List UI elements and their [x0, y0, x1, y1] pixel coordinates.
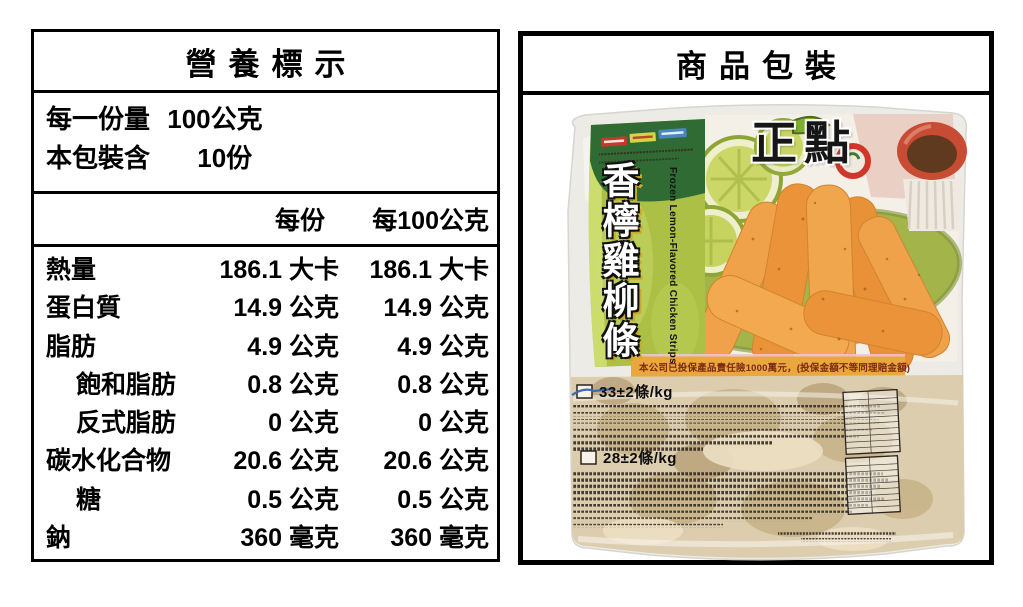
spec-option-1: 33±2條/kg: [599, 384, 673, 401]
package-illustration: [567, 103, 968, 561]
col-per-100g: 每100公克: [372, 207, 489, 235]
ingredient-micro-text: [573, 405, 896, 542]
serving-size-line: 每一份量 100公克: [46, 100, 497, 139]
table-row: 飽和脂肪 0.8 公克 0.8 公克: [76, 370, 489, 399]
columns-header: 每份 每100公克: [34, 194, 497, 247]
spec-checkbox-2: [580, 450, 597, 465]
serving-info: 每一份量 100公克 本包裝含 10份: [34, 93, 497, 194]
table-row: 反式脂肪 0 公克 0 公克: [76, 409, 489, 438]
nutrition-table: 熱量 186.1 大卡 186.1 大卡 蛋白質 14.9 公克 14.9 公克…: [34, 247, 497, 559]
pen-mark-icon: [571, 387, 614, 396]
product-package-photo: 正點 香檸雞柳條 Frozen Lemon-Flavored Chicken S…: [553, 99, 987, 569]
servings-line: 本包裝含 10份: [46, 139, 497, 178]
bag-nutrition-boxes: [842, 388, 901, 516]
table-row: 熱量 186.1 大卡 186.1 大卡: [46, 256, 489, 285]
product-packaging-panel: 商品包裝: [518, 31, 994, 565]
servings-label: 本包裝含: [46, 143, 151, 173]
flavor-ribbons: [600, 128, 687, 147]
brand-lime-wedge-icon: [792, 115, 831, 135]
brand-logo: 正點: [751, 117, 857, 169]
sauce-cup: [897, 122, 967, 231]
insurance-banner: [631, 354, 905, 378]
serving-size-value: 100公克: [167, 104, 263, 134]
chicken-speckles: [735, 201, 921, 351]
product-name-chinese: 香檸雞柳條: [597, 161, 638, 361]
table-row: 糖 0.5 公克 0.5 公克: [76, 485, 489, 514]
product-name-english: Frozen Lemon-Flavored Chicken Strips: [667, 167, 678, 364]
insurance-banner-text: 本公司已投保產品責任險1000萬元，(投保金額不等同理賠金額): [639, 363, 911, 374]
spec-option-2: 28±2條/kg: [603, 450, 677, 467]
table-row: 脂肪 4.9 公克 4.9 公克: [46, 332, 489, 361]
packaging-title: 商品包裝: [523, 36, 989, 95]
table-row: 碳水化合物 20.6 公克 20.6 公克: [46, 447, 489, 476]
packaging-photo-area: 正點 香檸雞柳條 Frozen Lemon-Flavored Chicken S…: [523, 95, 989, 561]
servings-value: 10份: [197, 143, 253, 173]
col-per-serving: 每份: [274, 207, 325, 235]
table-row: 蛋白質 14.9 公克 14.9 公克: [46, 294, 489, 323]
chicken-strips: [694, 183, 951, 378]
green-label: [588, 119, 705, 367]
nutrition-label-panel: 營養標示 每一份量 100公克 本包裝含 10份 每份 每100公克 熱量 18…: [31, 29, 500, 562]
brand-red-ring-icon: [835, 143, 871, 179]
serving-size-label: 每一份量: [46, 104, 151, 134]
table-row: 鈉 360 毫克 360 毫克: [46, 523, 489, 552]
nutrition-title: 營養標示: [34, 32, 497, 93]
